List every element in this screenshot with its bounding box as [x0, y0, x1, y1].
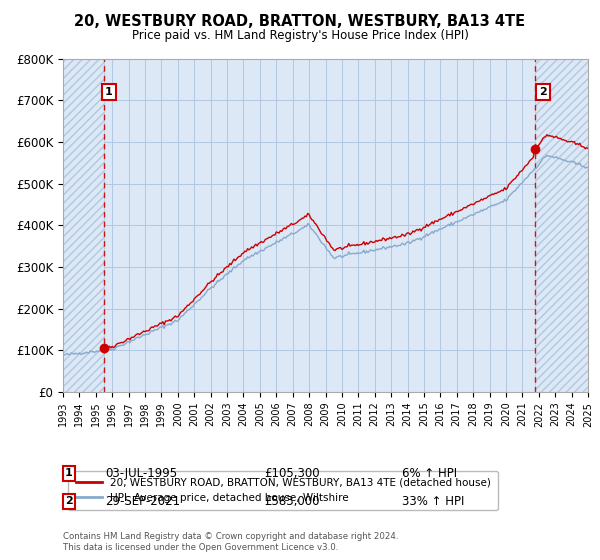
Text: £583,000: £583,000 [264, 494, 320, 508]
Bar [63, 59, 104, 392]
Text: 2: 2 [65, 496, 73, 506]
Text: 33% ↑ HPI: 33% ↑ HPI [402, 494, 464, 508]
Legend: 20, WESTBURY ROAD, BRATTON, WESTBURY, BA13 4TE (detached house), HPI: Average pr: 20, WESTBURY ROAD, BRATTON, WESTBURY, BA… [68, 470, 498, 510]
Text: 29-SEP-2021: 29-SEP-2021 [105, 494, 180, 508]
Text: Contains HM Land Registry data © Crown copyright and database right 2024.
This d: Contains HM Land Registry data © Crown c… [63, 533, 398, 552]
Text: Price paid vs. HM Land Registry's House Price Index (HPI): Price paid vs. HM Land Registry's House … [131, 29, 469, 42]
Bar [535, 59, 588, 392]
Text: 2: 2 [539, 87, 547, 97]
Text: 1: 1 [65, 468, 73, 478]
Text: £105,300: £105,300 [264, 466, 320, 480]
Text: 20, WESTBURY ROAD, BRATTON, WESTBURY, BA13 4TE: 20, WESTBURY ROAD, BRATTON, WESTBURY, BA… [74, 14, 526, 29]
Text: 03-JUL-1995: 03-JUL-1995 [105, 466, 177, 480]
Text: 1: 1 [105, 87, 113, 97]
Text: 6% ↑ HPI: 6% ↑ HPI [402, 466, 457, 480]
